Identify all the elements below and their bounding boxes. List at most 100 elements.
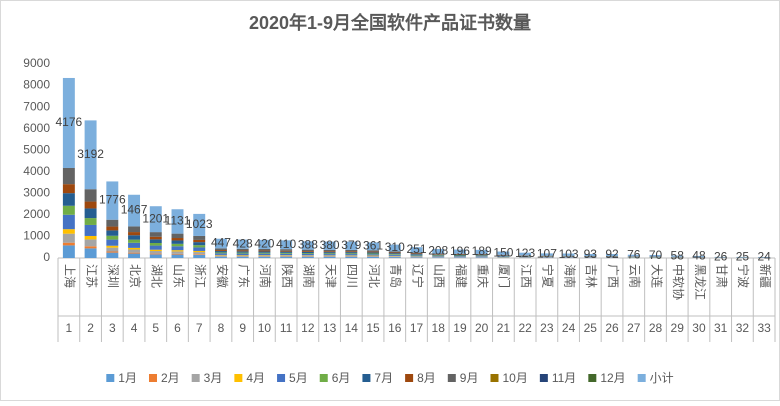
x-tick-label: 吉林 — [584, 264, 598, 288]
bar-segment — [193, 236, 205, 240]
x-tick-number: 4 — [131, 321, 138, 335]
bar-segment — [345, 254, 357, 255]
bar-segment — [345, 256, 357, 257]
bar-segment — [106, 236, 118, 240]
bar-segment — [324, 253, 336, 254]
data-label: 107 — [537, 247, 557, 261]
bar-segment — [150, 254, 162, 255]
bar-segment — [106, 240, 118, 246]
x-tick-number: 3 — [109, 321, 116, 335]
legend-label: 10月 — [502, 371, 527, 385]
bar-segment — [193, 247, 205, 251]
bar-segment — [150, 237, 162, 240]
x-tick-number: 25 — [584, 321, 598, 335]
bar-segment — [128, 253, 140, 254]
bar-segment — [106, 248, 118, 252]
x-tick-number: 21 — [497, 321, 511, 335]
legend-label: 9月 — [460, 371, 479, 385]
x-tick-number: 2 — [87, 321, 94, 335]
x-tick-label: 湖南 — [302, 264, 317, 288]
bar-segment — [324, 256, 336, 257]
bar-segment — [258, 251, 270, 252]
x-tick-number: 17 — [410, 321, 424, 335]
x-tick-label: 宁波 — [736, 264, 751, 288]
data-label: 189 — [472, 244, 492, 258]
legend-label: 小计 — [650, 371, 674, 385]
x-tick-number: 27 — [627, 321, 641, 335]
bar-segment — [150, 232, 162, 237]
legend-swatch — [405, 374, 413, 382]
legend-swatch — [362, 374, 370, 382]
bar-segment — [345, 253, 357, 254]
bar-segment — [63, 168, 75, 184]
x-tick-label: 黑龙江 — [693, 264, 707, 300]
bar-segment — [63, 234, 75, 243]
legend-swatch — [192, 374, 200, 382]
data-label: 1023 — [186, 217, 213, 231]
x-tick-number: 10 — [258, 321, 272, 335]
y-tick-label: 8000 — [23, 78, 50, 92]
bar-segment — [128, 249, 140, 252]
x-tick-number: 20 — [475, 321, 489, 335]
data-label: 3192 — [77, 147, 104, 161]
x-tick-number: 9 — [239, 321, 246, 335]
x-tick-label: 大连 — [649, 264, 664, 288]
y-tick-label: 4000 — [23, 164, 50, 178]
data-label: 208 — [428, 243, 448, 257]
data-label: 25 — [736, 249, 750, 263]
x-tick-number: 26 — [605, 321, 619, 335]
bar-segment — [193, 255, 205, 258]
x-tick-number: 6 — [174, 321, 181, 335]
x-tick-label: 重庆 — [476, 264, 490, 288]
x-tick-label: 厦门 — [497, 264, 512, 288]
bar-segment — [106, 246, 118, 248]
bar-segment — [432, 257, 444, 258]
bar-segment — [85, 189, 97, 201]
bar-segment — [172, 234, 184, 238]
bar-segment — [215, 251, 227, 252]
x-tick-number: 15 — [366, 321, 380, 335]
data-label: 420 — [254, 237, 274, 251]
x-tick-number: 14 — [345, 321, 359, 335]
bar-segment — [128, 243, 140, 248]
y-tick-label: 0 — [43, 250, 50, 264]
legend-swatch — [320, 374, 328, 382]
bar-segment — [193, 251, 205, 252]
legend-label: 5月 — [289, 371, 308, 385]
bar-segment — [345, 257, 357, 258]
x-tick-number: 22 — [518, 321, 532, 335]
x-tick-label: 湖北 — [150, 264, 165, 288]
bar-segment — [128, 226, 140, 232]
x-tick-label: 江西 — [519, 264, 533, 288]
bar-segment — [128, 240, 140, 243]
bar-segment — [258, 251, 270, 252]
bar-segment — [324, 252, 336, 253]
bar-segment — [367, 254, 379, 255]
data-label: 410 — [276, 237, 296, 251]
bar-segment — [367, 256, 379, 257]
bar-segment — [280, 253, 292, 254]
bar-segment — [85, 248, 97, 258]
bar-segment — [258, 256, 270, 257]
data-label: 92 — [605, 247, 619, 261]
bar-segment — [150, 251, 162, 254]
bar-segment — [85, 246, 97, 248]
x-tick-number: 23 — [540, 321, 554, 335]
legend-label: 7月 — [374, 371, 393, 385]
legend-swatch — [277, 374, 285, 382]
bar-segment — [63, 206, 75, 215]
legend-swatch — [234, 374, 242, 382]
bar-segment — [85, 208, 97, 218]
bar-segment — [85, 239, 97, 246]
y-tick-label: 2000 — [23, 207, 50, 221]
chart-title: 2020年1-9月全国软件产品证书数量 — [249, 12, 531, 33]
x-tick-label: 云南 — [628, 264, 643, 288]
x-tick-label: 河北 — [367, 264, 381, 288]
bar-segment — [389, 255, 401, 256]
bar-segment — [258, 254, 270, 255]
data-label: 310 — [385, 240, 405, 254]
bar-segment — [128, 254, 140, 258]
x-tick-label: 新疆 — [758, 264, 773, 288]
bar-segment — [193, 245, 205, 247]
bar-segment — [302, 257, 314, 258]
